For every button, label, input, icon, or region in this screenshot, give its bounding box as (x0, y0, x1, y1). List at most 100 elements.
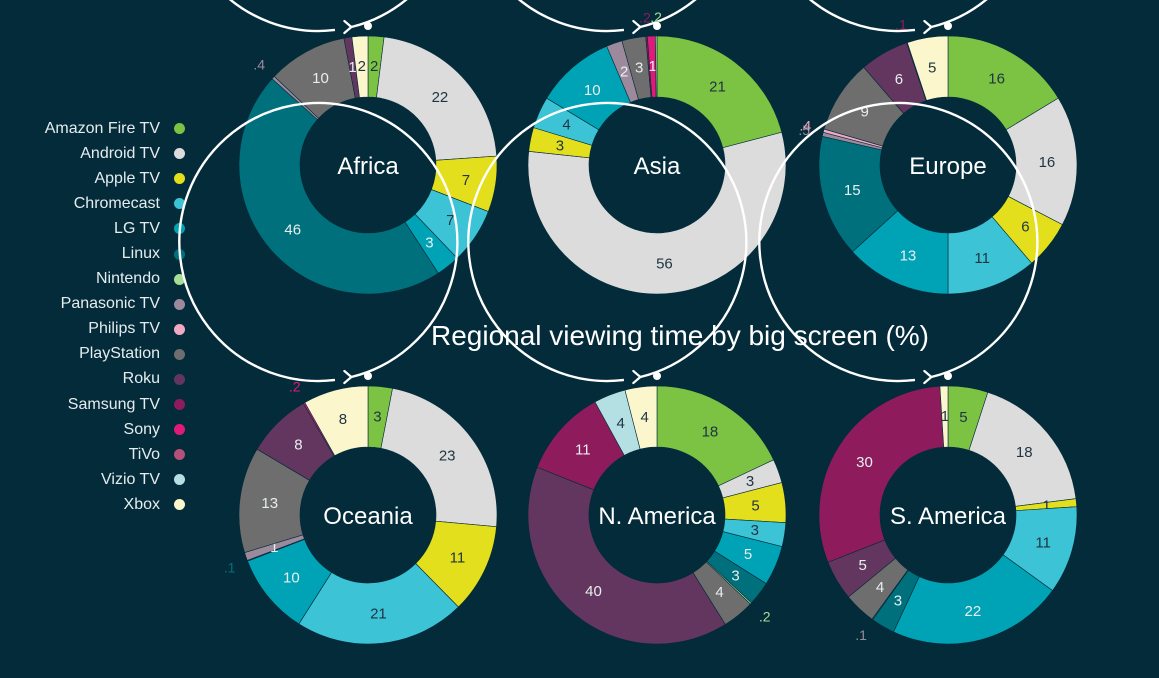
legend-label: Roku (122, 370, 160, 388)
slice-xbox (939, 385, 949, 448)
slice-label-chromecast: 3 (751, 522, 759, 539)
legend-swatch (174, 148, 185, 160)
slice-label-amazon-fire-tv: 16 (988, 71, 1005, 88)
legend-swatch (174, 348, 185, 360)
legend-swatch (174, 399, 185, 411)
slice-label-panasonic-tv: .1 (855, 627, 867, 643)
donut-center-title: S. America (890, 503, 1007, 530)
legend-item-playstation: PlayStation (20, 342, 185, 367)
legend-item-apple-tv: Apple TV (20, 166, 185, 191)
legend-label: Samsung TV (67, 395, 160, 413)
slice-label-android-tv: 56 (656, 256, 673, 273)
slice-label-lg-tv: 10 (584, 82, 601, 99)
slice-label-playstation: 3 (635, 60, 643, 77)
slice-label-apple-tv: 1 (1042, 498, 1050, 515)
legend-swatch (174, 323, 185, 335)
slice-label-amazon-fire-tv: 18 (702, 423, 719, 440)
outer-ring (467, 101, 748, 383)
slice-android-tv (376, 36, 498, 161)
legend-label: TiVo (128, 445, 160, 463)
slice-label-android-tv: 3 (746, 473, 754, 490)
slice-label-panasonic-tv: 2 (620, 64, 628, 81)
ring-start-dot (364, 372, 372, 380)
legend-swatch (174, 123, 185, 135)
ring-start-dot (653, 372, 661, 380)
slice-samsung-tv (818, 385, 945, 563)
slice-label-linux: 3 (731, 567, 739, 584)
slice-label-lg-tv: 13 (900, 248, 917, 265)
legend-label: Sony (123, 420, 160, 438)
slice-label-amazon-fire-tv: 5 (959, 409, 967, 426)
slice-label-playstation: 13 (261, 495, 278, 512)
slice-label-roku: 1 (348, 59, 356, 76)
slice-xbox (304, 385, 369, 457)
legend-label: Android TV (80, 144, 160, 162)
slice-android-tv (380, 388, 498, 528)
slice-android-tv (527, 131, 787, 295)
legend-label: Panasonic TV (60, 295, 160, 313)
ring-start-dot (364, 22, 372, 30)
slice-label-apple-tv: 5 (751, 497, 759, 514)
legend-item-amazon-fire-tv: Amazon Fire TV (20, 116, 185, 141)
slice-label-panasonic-tv: .4 (253, 57, 265, 73)
slice-label-playstation: 4 (715, 584, 723, 601)
legend-label: Philips TV (88, 320, 160, 338)
slice-label-sony: .2 (289, 378, 301, 394)
slice-label-android-tv: 22 (432, 89, 449, 106)
slice-label-linux: 15 (844, 182, 861, 199)
legend-label: LG TV (114, 219, 160, 237)
slice-label-lg-tv: 10 (283, 570, 300, 587)
legend-item-philips-tv: Philips TV (20, 317, 185, 342)
legend-label: Amazon Fire TV (44, 119, 160, 137)
legend-label: Vizio TV (101, 470, 160, 488)
legend-label: Apple TV (94, 169, 160, 187)
legend-swatch (174, 273, 185, 285)
legend-label: Linux (121, 245, 160, 263)
slice-label-amazon-fire-tv: 21 (709, 79, 726, 96)
legend-swatch (174, 424, 185, 436)
slice-label-lg-tv: 5 (744, 546, 752, 563)
slice-label-android-tv: 18 (1016, 444, 1033, 461)
slice-lg-tv (893, 554, 1053, 645)
legend-swatch (174, 499, 185, 511)
slice-label-sony: 1 (648, 58, 656, 75)
slice-label-amazon-fire-tv: 3 (373, 408, 381, 425)
slice-label-lg-tv: 3 (425, 235, 433, 252)
slice-label-linux: 3 (894, 592, 902, 609)
slice-label-xbox: 8 (339, 411, 347, 428)
slice-label-chromecast: 11 (1035, 534, 1051, 551)
slice-label-playstation: 10 (312, 70, 329, 87)
slice-label-chromecast: 11 (974, 250, 990, 267)
outer-ring (758, 101, 1039, 383)
slice-xbox (351, 35, 369, 98)
legend-item-roku: Roku (20, 367, 185, 392)
slice-label-apple-tv: 11 (450, 549, 466, 566)
slice-label-nintendo: .2 (759, 608, 771, 624)
slice-label-panasonic-tv: .5 (798, 122, 810, 138)
slice-label-samsung-tv: 30 (856, 454, 873, 471)
slice-label-android-tv: 23 (439, 448, 456, 465)
slice-label-roku: 6 (895, 71, 903, 88)
legend-swatch (174, 198, 185, 210)
slice-label-roku: 5 (859, 557, 867, 574)
legend-item-sony: Sony (20, 417, 185, 442)
ring-arrow (343, 369, 353, 385)
ring-arrow (632, 369, 642, 385)
legend-label: Nintendo (95, 270, 160, 288)
slice-label-apple-tv: 6 (1021, 219, 1029, 236)
slice-label-lg-tv: 22 (965, 603, 982, 620)
legend-item-tivo: TiVo (20, 442, 185, 467)
ring-start-dot (944, 22, 952, 30)
slice-roku (527, 466, 726, 645)
donut-center-title: Asia (634, 153, 681, 180)
slice-label-samsung-tv: 11 (575, 441, 591, 458)
slice-chromecast (298, 563, 459, 645)
slice-xbox (906, 35, 949, 101)
legend-swatch (174, 173, 185, 185)
legend-item-panasonic-tv: Panasonic TV (20, 292, 185, 317)
slice-label-playstation: 4 (876, 579, 884, 596)
slice-label-xbox: 2 (358, 58, 366, 75)
